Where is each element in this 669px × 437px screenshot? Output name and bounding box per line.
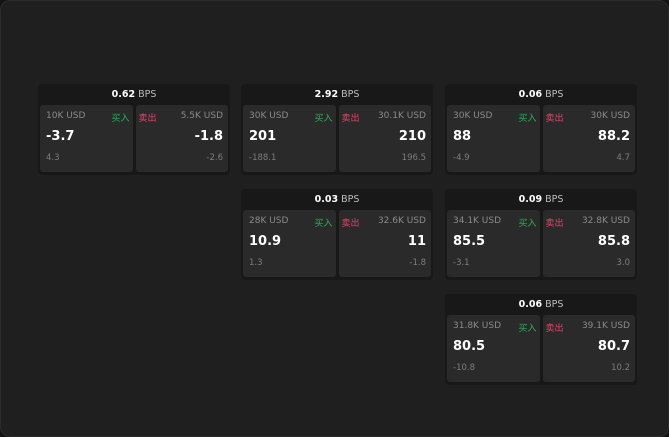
buy-amount: 28K USD (249, 216, 289, 226)
sell-price: 11 (407, 234, 426, 249)
spread-header: 0.06 BPS (445, 84, 637, 105)
buy-amount: 10K USD (46, 111, 86, 121)
sell-change: -1.8 (409, 258, 426, 268)
buy-price: 80.5 (453, 339, 486, 354)
sell-change: 10.2 (611, 363, 630, 373)
sell-amount: 30.1K USD (377, 111, 426, 121)
buy-change: 4.3 (46, 153, 60, 163)
spread-value: 0.03 (314, 194, 339, 205)
spread-header: 0.09 BPS (445, 189, 637, 210)
spread-header: 2.92 BPS (241, 84, 433, 105)
sell-button[interactable]: 卖出 5.5K USD -1.8 -2.6 (135, 105, 228, 172)
sell-label: 卖出 (545, 219, 564, 229)
spread-value: 0.62 (111, 89, 136, 100)
sell-amount: 30K USD (590, 111, 630, 121)
sell-label: 卖出 (138, 114, 157, 124)
spread-unit: BPS (545, 89, 564, 100)
buy-price: -3.7 (46, 129, 75, 144)
sell-price: 88.2 (597, 129, 630, 144)
buy-label: 买入 (518, 219, 537, 229)
buy-price: 88 (453, 129, 472, 144)
buy-change: -4.9 (453, 153, 470, 163)
buy-change: -10.8 (453, 363, 475, 373)
quote-card: 0.06 BPS 31.8K USD 买入 80.5 -10.8 卖出 39.1… (445, 294, 637, 385)
buy-label: 买入 (518, 114, 537, 124)
spread-value: 0.09 (518, 194, 543, 205)
sell-change: 4.7 (616, 153, 630, 163)
sell-label: 卖出 (341, 219, 360, 229)
quote-card: 0.62 BPS 10K USD 买入 -3.7 4.3 卖出 5.5K USD… (38, 84, 230, 175)
sell-label: 卖出 (545, 324, 564, 334)
sell-change: -2.6 (206, 153, 223, 163)
buy-button[interactable]: 10K USD 买入 -3.7 4.3 (40, 105, 133, 172)
buy-button[interactable]: 34.1K USD 买入 85.5 -3.1 (447, 210, 540, 277)
buy-amount: 30K USD (453, 111, 493, 121)
quote-card: 0.03 BPS 28K USD 买入 10.9 1.3 卖出 32.6K US… (241, 189, 433, 280)
spread-value: 0.06 (518, 299, 543, 310)
sell-price: -1.8 (194, 129, 223, 144)
spread-unit: BPS (138, 89, 157, 100)
buy-label: 买入 (314, 114, 333, 124)
buy-label: 买入 (314, 219, 333, 229)
sell-button[interactable]: 卖出 32.6K USD 11 -1.8 (338, 210, 431, 277)
sell-amount: 5.5K USD (180, 111, 223, 121)
spread-header: 0.62 BPS (38, 84, 230, 105)
buy-price: 10.9 (249, 234, 282, 249)
spread-value: 0.06 (518, 89, 543, 100)
buy-button[interactable]: 31.8K USD 买入 80.5 -10.8 (447, 315, 540, 382)
buy-amount: 34.1K USD (453, 216, 502, 226)
spread-header: 0.06 BPS (445, 294, 637, 315)
sell-price: 80.7 (597, 339, 630, 354)
buy-amount: 31.8K USD (453, 321, 502, 331)
sell-button[interactable]: 卖出 30K USD 88.2 4.7 (542, 105, 635, 172)
buy-change: -188.1 (249, 153, 277, 163)
spread-value: 2.92 (314, 89, 339, 100)
spread-unit: BPS (545, 194, 564, 205)
sell-change: 196.5 (401, 153, 426, 163)
buy-change: 1.3 (249, 258, 263, 268)
spread-unit: BPS (341, 89, 360, 100)
quote-card: 2.92 BPS 30K USD 买入 201 -188.1 卖出 30.1K … (241, 84, 433, 175)
sell-button[interactable]: 卖出 30.1K USD 210 196.5 (338, 105, 431, 172)
sell-price: 85.8 (597, 234, 630, 249)
sell-label: 卖出 (341, 114, 360, 124)
buy-button[interactable]: 28K USD 买入 10.9 1.3 (243, 210, 336, 277)
sell-change: 3.0 (616, 258, 630, 268)
buy-amount: 30K USD (249, 111, 289, 121)
quote-card: 0.06 BPS 30K USD 买入 88 -4.9 卖出 30K USD 8… (445, 84, 637, 175)
spread-header: 0.03 BPS (241, 189, 433, 210)
spread-unit: BPS (545, 299, 564, 310)
sell-amount: 39.1K USD (581, 321, 630, 331)
buy-change: -3.1 (453, 258, 470, 268)
buy-price: 201 (249, 129, 277, 144)
buy-label: 买入 (518, 324, 537, 334)
sell-amount: 32.6K USD (377, 216, 426, 226)
sell-price: 210 (398, 129, 426, 144)
spread-unit: BPS (341, 194, 360, 205)
sell-button[interactable]: 卖出 39.1K USD 80.7 10.2 (542, 315, 635, 382)
sell-button[interactable]: 卖出 32.8K USD 85.8 3.0 (542, 210, 635, 277)
buy-button[interactable]: 30K USD 买入 88 -4.9 (447, 105, 540, 172)
buy-button[interactable]: 30K USD 买入 201 -188.1 (243, 105, 336, 172)
sell-amount: 32.8K USD (581, 216, 630, 226)
buy-price: 85.5 (453, 234, 486, 249)
sell-label: 卖出 (545, 114, 564, 124)
buy-label: 买入 (111, 114, 130, 124)
quote-card: 0.09 BPS 34.1K USD 买入 85.5 -3.1 卖出 32.8K… (445, 189, 637, 280)
